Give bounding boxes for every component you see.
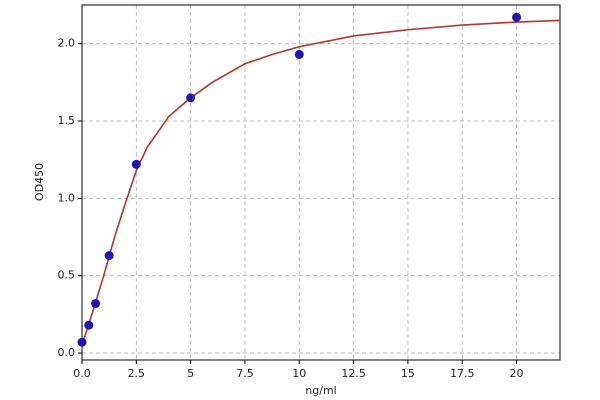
data-point — [131, 159, 141, 169]
x-tick-label: 12.5 — [341, 367, 366, 380]
data-point — [104, 251, 114, 261]
x-tick-label: 17.5 — [450, 367, 475, 380]
x-axis-label: ng/ml — [305, 384, 336, 397]
x-tick-label: 2.5 — [128, 367, 146, 380]
y-tick-label: 0.0 — [58, 346, 76, 359]
data-point — [186, 93, 196, 103]
data-point — [77, 337, 87, 347]
y-tick-label: 1.5 — [58, 114, 76, 127]
data-point — [294, 49, 304, 59]
x-tick-label: 10 — [292, 367, 306, 380]
x-tick-label: 15 — [401, 367, 415, 380]
y-tick-label: 2.0 — [58, 37, 76, 50]
x-tick-label: 20 — [510, 367, 524, 380]
y-tick-label: 1.0 — [58, 191, 76, 204]
y-axis-label: OD450 — [33, 163, 46, 201]
x-tick-label: 0.0 — [73, 367, 91, 380]
x-tick-label: 5 — [187, 367, 194, 380]
data-point — [91, 299, 101, 309]
data-point — [84, 320, 94, 330]
data-point — [512, 12, 522, 22]
fit-curve — [81, 19, 561, 346]
y-tick-label: 0.5 — [58, 269, 76, 282]
plot-frame — [81, 4, 561, 361]
x-tick-label: 7.5 — [236, 367, 254, 380]
